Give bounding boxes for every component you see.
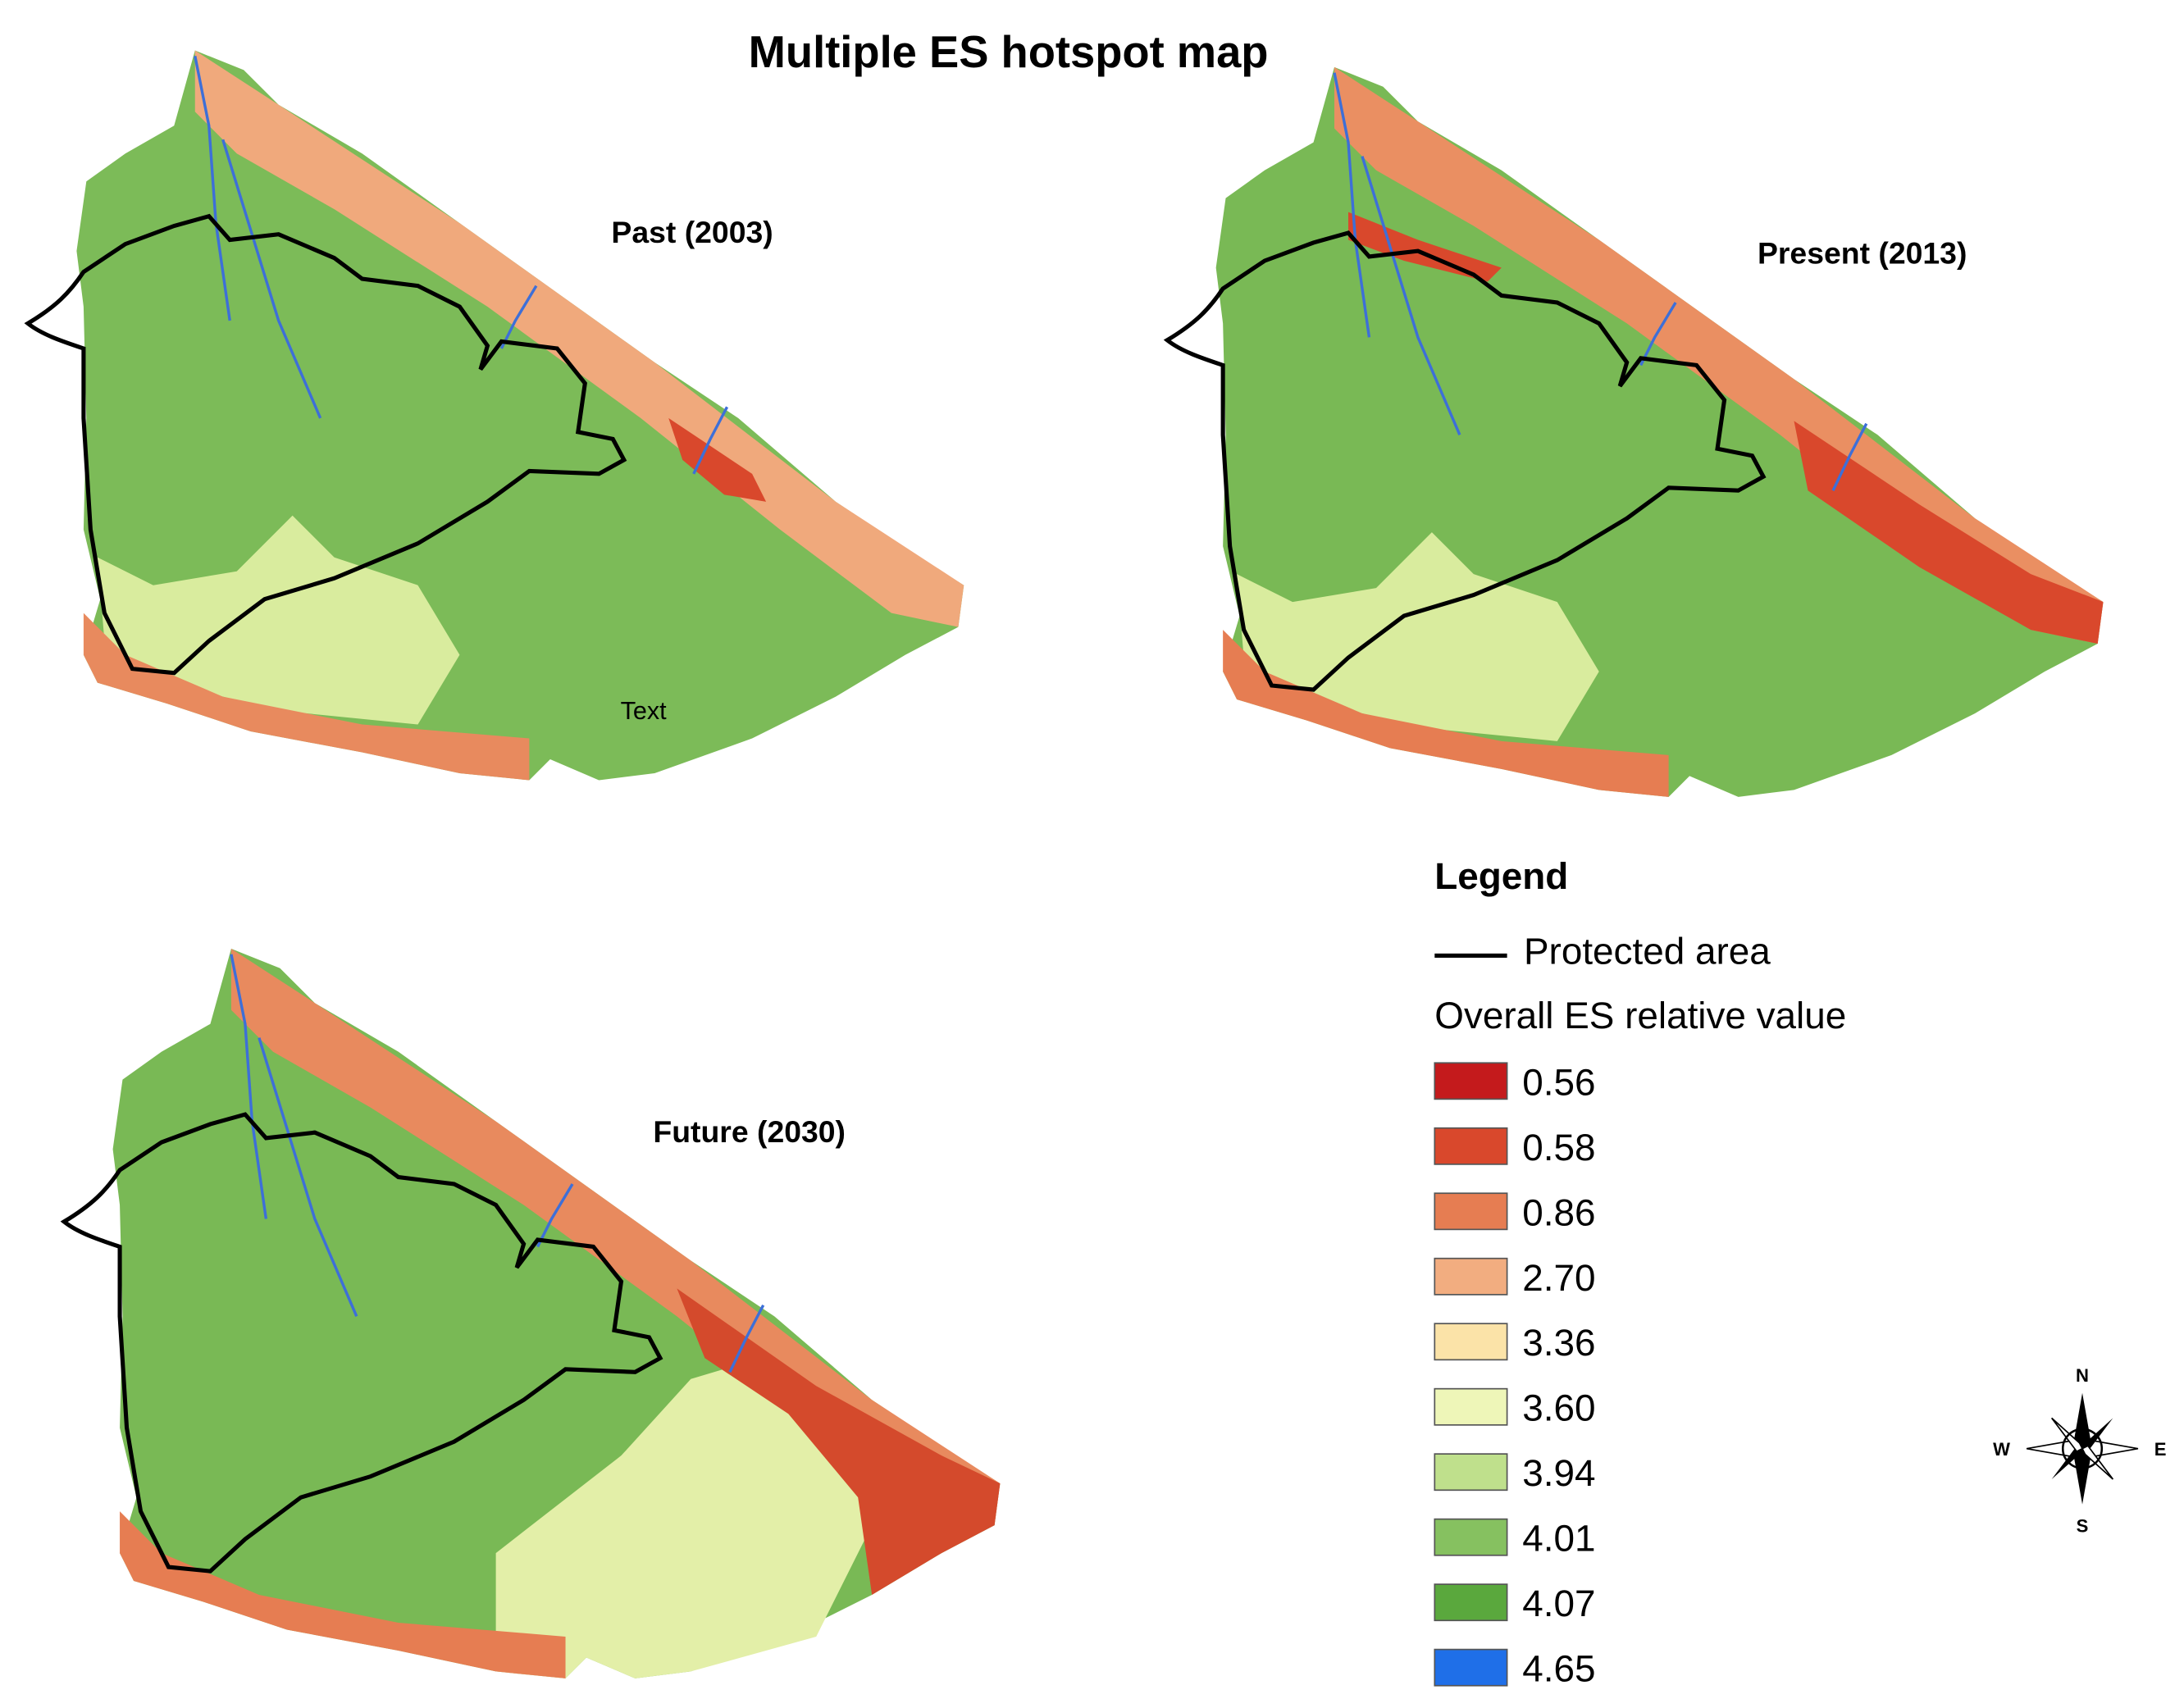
map-future: Future (2030) — [64, 948, 1001, 1678]
map-present: Present (2013) — [1167, 66, 2104, 797]
legend-swatch — [1434, 1323, 1508, 1361]
legend-value: 0.86 — [1522, 1191, 1595, 1233]
legend-heading: Overall ES relative value — [1434, 994, 1846, 1036]
land-cover — [1347, 212, 1502, 282]
legend-swatch — [1434, 1127, 1508, 1165]
legend-value: 4.65 — [1522, 1647, 1595, 1690]
legend-swatch — [1434, 1583, 1508, 1622]
legend-title: Legend — [1434, 854, 1568, 897]
legend-swatch — [1434, 1062, 1508, 1100]
compass-label: N — [2076, 1365, 2089, 1386]
legend-value: 0.56 — [1522, 1060, 1595, 1103]
legend: Legend Protected area Overall ES relativ… — [1434, 854, 1846, 1690]
legend-value: 3.36 — [1522, 1321, 1595, 1364]
legend-value: 0.58 — [1522, 1126, 1595, 1168]
land-cover — [668, 417, 767, 502]
map-past: Past (2003) Text — [28, 50, 964, 781]
legend-swatch — [1434, 1192, 1508, 1231]
land-cover — [495, 1358, 873, 1678]
annotation: Text — [621, 697, 668, 725]
legend-swatch — [1434, 1257, 1508, 1296]
map-label: Future (2030) — [653, 1114, 846, 1149]
map-label: Past (2003) — [611, 215, 773, 249]
legend-swatch — [1434, 1453, 1508, 1492]
land-cover — [1794, 421, 2104, 644]
land-cover — [677, 1288, 1001, 1596]
legend-swatch — [1434, 1648, 1508, 1687]
legend-label: Protected area — [1524, 930, 1771, 972]
legend-value: 2.70 — [1522, 1256, 1595, 1299]
compass: N S E W — [1993, 1365, 2166, 1536]
compass-label: S — [2077, 1516, 2089, 1537]
legend-value: 3.94 — [1522, 1451, 1595, 1494]
compass-label: E — [2154, 1439, 2167, 1460]
legend-value: 4.07 — [1522, 1582, 1595, 1624]
legend-swatch — [1434, 1518, 1508, 1556]
map-label: Present (2013) — [1758, 235, 1967, 270]
legend-value: 4.01 — [1522, 1517, 1595, 1560]
legend-value: 3.60 — [1522, 1387, 1595, 1429]
legend-swatch — [1434, 1387, 1508, 1426]
title: Multiple ES hotspot map — [749, 27, 1269, 77]
compass-label: W — [1993, 1439, 2010, 1460]
